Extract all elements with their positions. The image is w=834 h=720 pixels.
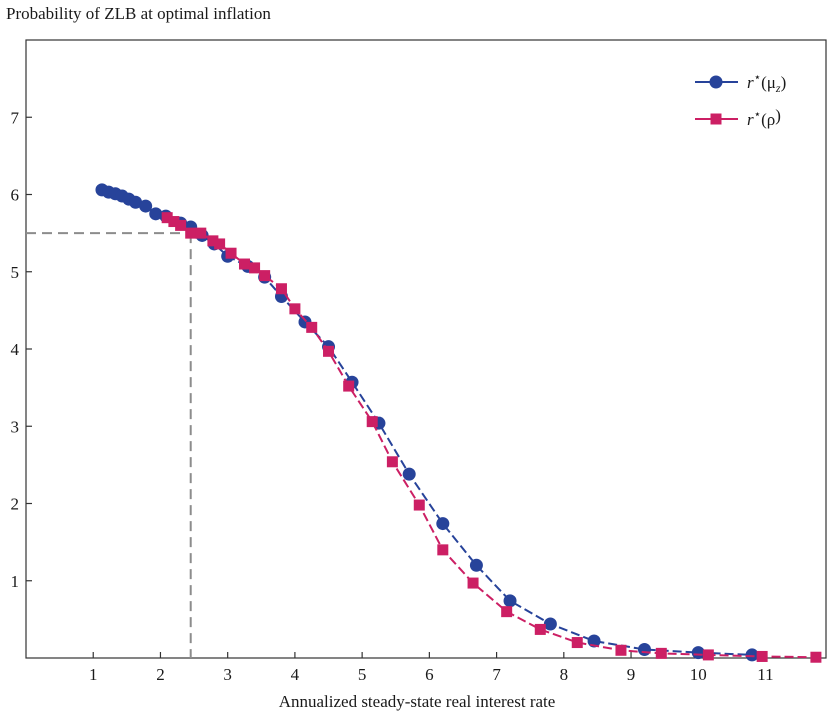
data-point: [139, 199, 153, 213]
x-tick-label: 7: [492, 665, 501, 684]
legend-label: r⋆(ρ): [747, 106, 781, 129]
data-point: [161, 212, 173, 224]
data-point: [691, 646, 705, 660]
plot-frame: [25, 39, 827, 659]
reference-lines: [26, 232, 192, 658]
x-tick-label: 4: [291, 665, 300, 684]
data-point: [745, 648, 759, 662]
data-point: [323, 345, 335, 357]
data-point: [469, 558, 483, 572]
y-tick-label: 7: [11, 108, 20, 127]
data-point: [225, 247, 237, 259]
x-tick-label: 9: [627, 665, 636, 684]
data-point: [615, 644, 627, 656]
series-1: [95, 183, 759, 662]
legend-label: r⋆(μz): [747, 70, 786, 95]
data-point: [402, 467, 416, 481]
data-point: [655, 647, 667, 659]
x-tick-label: 11: [757, 665, 773, 684]
chart-title: Probability of ZLB at optimal inflation: [6, 4, 271, 23]
data-point: [195, 227, 207, 239]
data-point: [637, 643, 651, 657]
data-point: [810, 651, 822, 663]
data-point: [503, 594, 517, 608]
y-tick-label: 1: [11, 572, 20, 591]
x-tick-label: 8: [560, 665, 569, 684]
x-tick-label: 5: [358, 665, 367, 684]
data-point: [571, 637, 583, 649]
data-point: [702, 649, 714, 661]
x-tick-label: 10: [690, 665, 707, 684]
data-point: [168, 216, 180, 228]
data-point: [413, 499, 425, 511]
x-axis-label: Annualized steady-state real interest ra…: [278, 692, 556, 711]
x-tick-label: 1: [89, 665, 98, 684]
data-point: [175, 219, 187, 231]
y-tick-label: 4: [11, 340, 20, 359]
data-point: [207, 235, 219, 247]
x-tick-label: 2: [156, 665, 165, 684]
data-point: [185, 227, 197, 239]
series-layer: [95, 183, 822, 663]
data-point: [543, 617, 557, 631]
data-point: [436, 517, 450, 531]
data-point: [259, 270, 271, 282]
data-point: [129, 195, 143, 209]
x-tick-label: 6: [425, 665, 434, 684]
data-point: [534, 623, 546, 635]
data-point: [343, 380, 355, 392]
x-tick-label: 3: [223, 665, 232, 684]
data-point: [437, 544, 449, 556]
y-tick-label: 3: [11, 417, 20, 436]
data-point: [501, 606, 513, 618]
data-point: [386, 456, 398, 468]
series-2: [161, 212, 822, 663]
y-tick-label: 6: [11, 186, 20, 205]
series-line: [101, 188, 753, 656]
data-point: [467, 577, 479, 589]
y-tick-label: 2: [11, 495, 20, 514]
data-point: [275, 283, 287, 295]
data-point: [756, 650, 768, 662]
legend-marker: [709, 75, 723, 89]
data-point: [214, 238, 226, 250]
legend: r⋆(μz) r⋆(ρ): [695, 70, 786, 129]
data-point: [306, 321, 318, 333]
data-point: [366, 416, 378, 428]
data-point: [238, 258, 250, 270]
data-point: [289, 303, 301, 315]
y-tick-label: 5: [11, 263, 20, 282]
legend-marker: [710, 113, 722, 125]
data-point: [249, 262, 261, 274]
data-point: [149, 207, 163, 221]
